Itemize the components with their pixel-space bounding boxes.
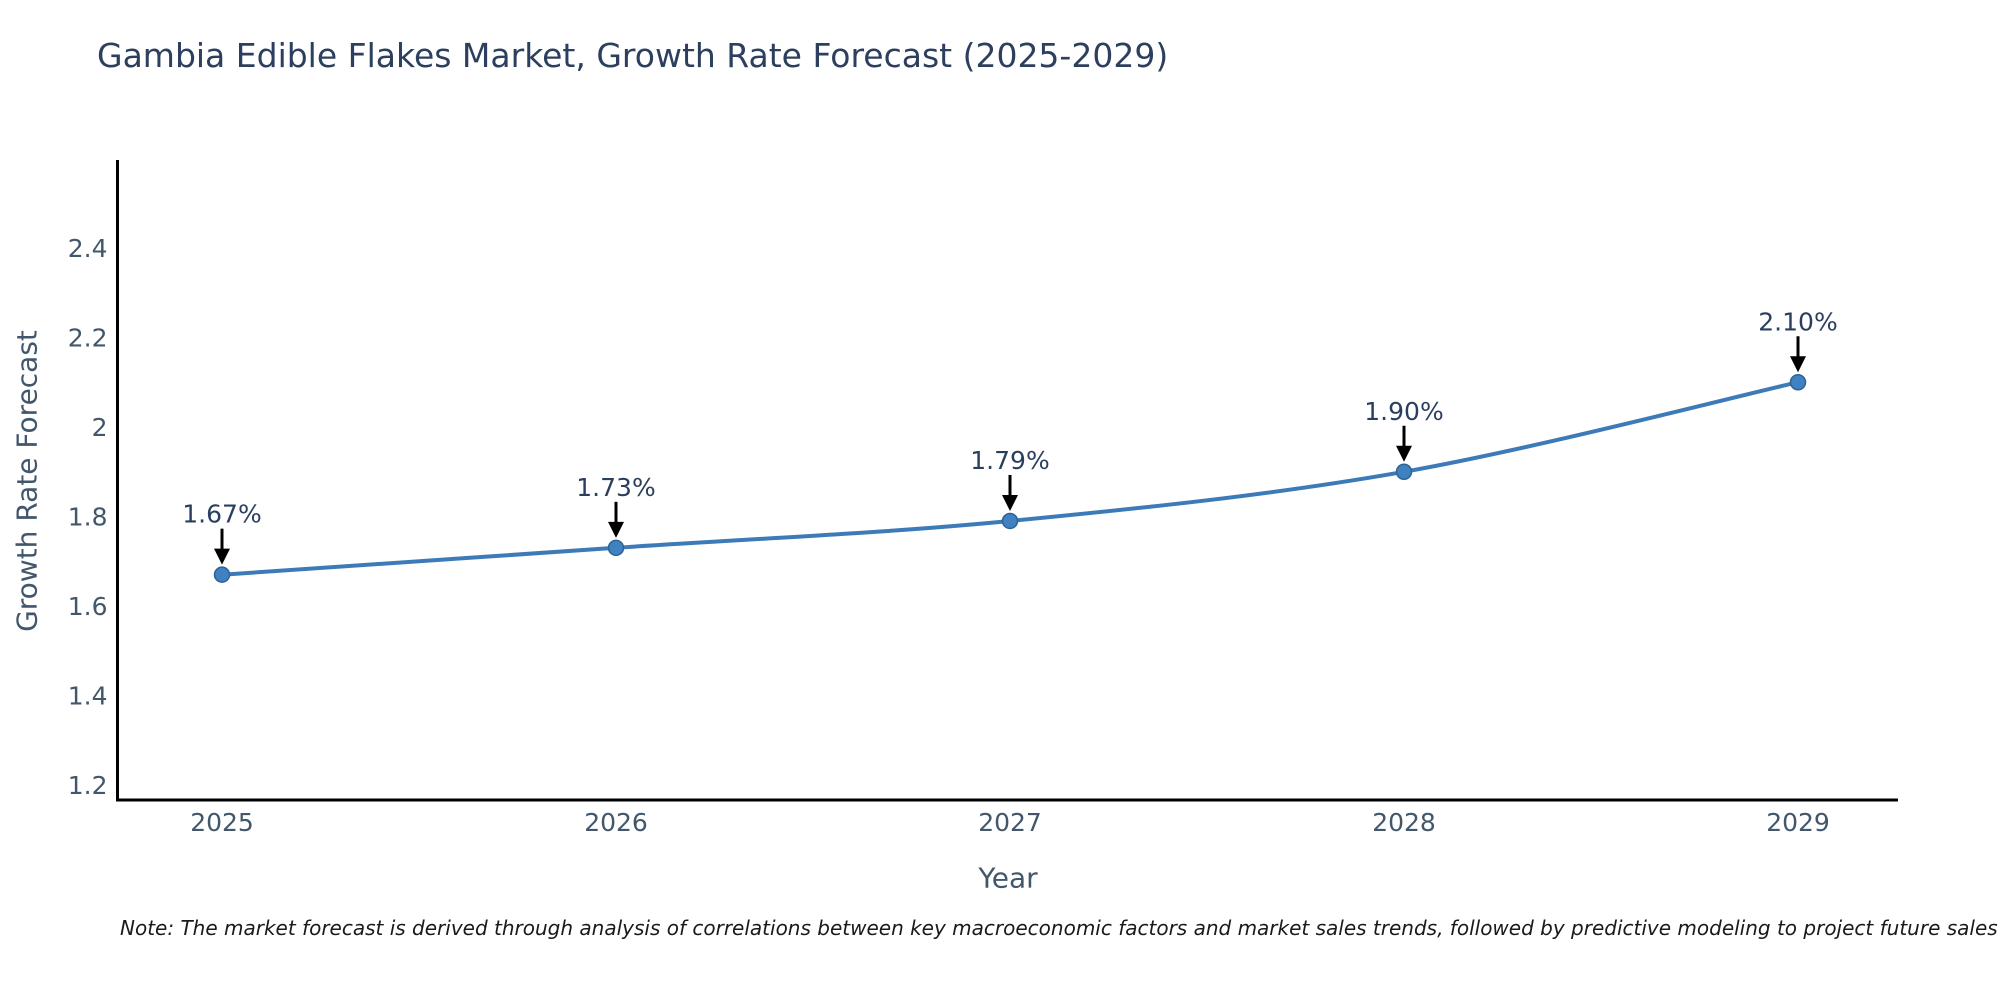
data-point-marker[interactable] [1395,463,1413,480]
y-tick-label: 2 [92,413,108,442]
y-tick-label: 1.4 [68,682,108,711]
annotation-arrowhead-icon [1002,494,1018,511]
data-point-marker[interactable] [1789,374,1807,391]
annotation-arrowhead-icon [214,548,230,565]
footnote: Note: The market forecast is derived thr… [120,916,1998,940]
data-point-label: 1.73% [576,473,655,502]
data-point-marker[interactable] [1001,512,1019,530]
annotation-arrowhead-icon [1790,356,1806,373]
y-tick-label: 1.2 [68,771,108,800]
annotation-arrowhead-icon [608,521,624,538]
y-tick-label: 1.6 [68,592,108,621]
data-point-marker[interactable] [213,566,231,583]
x-tick-label: 2028 [1372,808,1436,837]
chart-title: Gambia Edible Flakes Market, Growth Rate… [97,36,1169,75]
y-tick-label: 1.8 [68,503,108,532]
y-tick-label: 2.2 [68,324,108,353]
x-tick-label: 2027 [978,808,1042,837]
x-tick-label: 2026 [584,808,648,837]
data-point-label: 1.79% [970,446,1049,475]
annotation-arrowhead-icon [1396,445,1412,462]
data-point-label: 1.90% [1364,397,1443,426]
x-axis-title: Year [978,861,1038,895]
y-tick-label: 2.4 [68,234,108,263]
data-point-marker[interactable] [607,539,625,557]
x-tick-label: 2025 [190,808,254,837]
x-tick-label: 2029 [1766,808,1830,837]
data-point-label: 2.10% [1758,307,1837,336]
data-point-label: 1.67% [182,500,261,529]
